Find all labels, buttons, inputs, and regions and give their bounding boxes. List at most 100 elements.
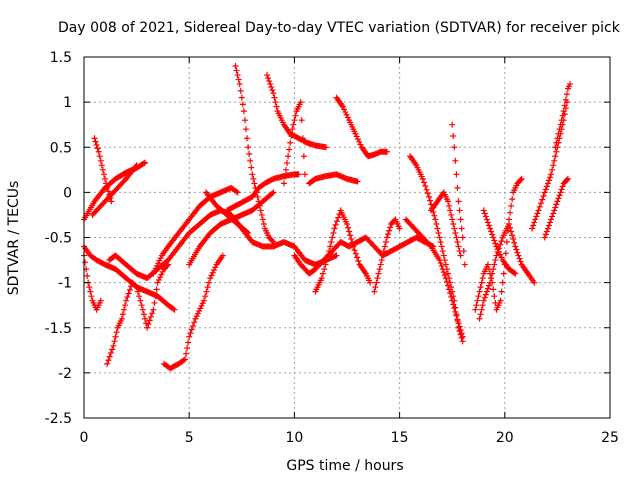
data-point	[478, 306, 485, 313]
y-axis-label: SDTVAR / TECUs	[6, 181, 22, 296]
series-16	[306, 171, 361, 187]
data-point	[282, 166, 289, 173]
data-point	[449, 297, 456, 304]
data-point	[154, 279, 161, 286]
data-point	[150, 306, 157, 313]
series-3	[91, 135, 115, 205]
data-point	[435, 229, 442, 236]
data-point	[322, 144, 329, 151]
data-point	[233, 188, 240, 195]
data-point	[253, 189, 260, 196]
data-point	[272, 99, 279, 106]
data-point	[455, 320, 462, 327]
data-point	[511, 269, 518, 276]
data-point	[453, 171, 460, 178]
y-tick-label: -1.5	[45, 321, 72, 337]
data-point	[254, 193, 261, 200]
data-point	[423, 186, 430, 193]
data-point	[451, 305, 458, 312]
data-point	[512, 270, 519, 277]
y-tick-label: 0	[63, 185, 72, 201]
data-point	[452, 157, 459, 164]
data-point	[438, 263, 445, 270]
data-point	[457, 252, 464, 259]
data-point	[301, 171, 308, 178]
series-6	[104, 261, 172, 367]
data-point	[113, 329, 120, 336]
data-point	[479, 275, 486, 282]
data-point	[108, 198, 115, 205]
data-point	[447, 207, 454, 214]
data-point	[349, 239, 356, 246]
data-point	[452, 229, 459, 236]
data-point	[268, 84, 275, 91]
data-point	[454, 239, 461, 246]
data-point	[553, 201, 560, 208]
data-point	[181, 356, 188, 363]
series-23	[428, 189, 464, 259]
data-point	[212, 264, 219, 271]
data-point	[506, 220, 513, 227]
data-point	[92, 138, 99, 145]
data-point	[512, 243, 519, 250]
data-point	[269, 190, 276, 197]
data-point	[265, 75, 272, 82]
data-point	[509, 196, 516, 203]
data-point	[271, 94, 278, 101]
data-point	[385, 231, 392, 238]
data-point	[344, 114, 351, 121]
data-point	[440, 269, 447, 276]
data-point	[498, 254, 505, 261]
data-point	[477, 311, 484, 318]
data-point	[484, 285, 491, 292]
data-point	[458, 330, 465, 337]
data-point	[333, 252, 340, 259]
data-point	[280, 180, 287, 187]
data-point	[439, 266, 446, 273]
data-point	[353, 133, 360, 140]
data-point	[292, 112, 299, 119]
data-point	[453, 312, 460, 319]
data-point	[123, 297, 130, 304]
data-point	[323, 257, 330, 264]
data-point	[367, 279, 374, 286]
x-tick-label: 0	[80, 430, 89, 446]
data-point	[556, 126, 563, 133]
data-point	[562, 105, 569, 112]
data-point	[107, 195, 114, 202]
data-point	[124, 294, 131, 301]
data-point	[111, 338, 118, 345]
data-point	[543, 228, 550, 235]
data-point	[170, 305, 177, 312]
y-tick-label: -2	[58, 366, 72, 382]
data-point	[541, 189, 548, 196]
data-point	[256, 202, 263, 209]
data-point	[247, 157, 254, 164]
series-25	[472, 175, 525, 313]
data-point	[202, 293, 209, 300]
data-point	[344, 220, 350, 227]
data-point	[158, 271, 165, 278]
data-point	[354, 178, 361, 185]
data-point	[267, 81, 274, 88]
data-point	[460, 248, 467, 255]
data-point	[509, 232, 516, 239]
data-point	[455, 198, 462, 205]
data-point	[270, 189, 277, 196]
data-point	[350, 243, 357, 250]
data-point	[144, 324, 151, 331]
data-point	[91, 135, 98, 142]
data-point	[234, 72, 241, 79]
data-point	[450, 220, 457, 227]
data-point	[332, 221, 339, 228]
data-point	[348, 236, 355, 243]
data-point	[331, 225, 338, 232]
data-point	[486, 282, 493, 289]
data-point	[243, 126, 250, 133]
data-point	[493, 243, 500, 250]
data-point	[560, 108, 567, 115]
data-point	[352, 130, 359, 137]
data-point	[511, 239, 518, 246]
data-point	[245, 229, 252, 236]
data-point	[95, 148, 102, 155]
